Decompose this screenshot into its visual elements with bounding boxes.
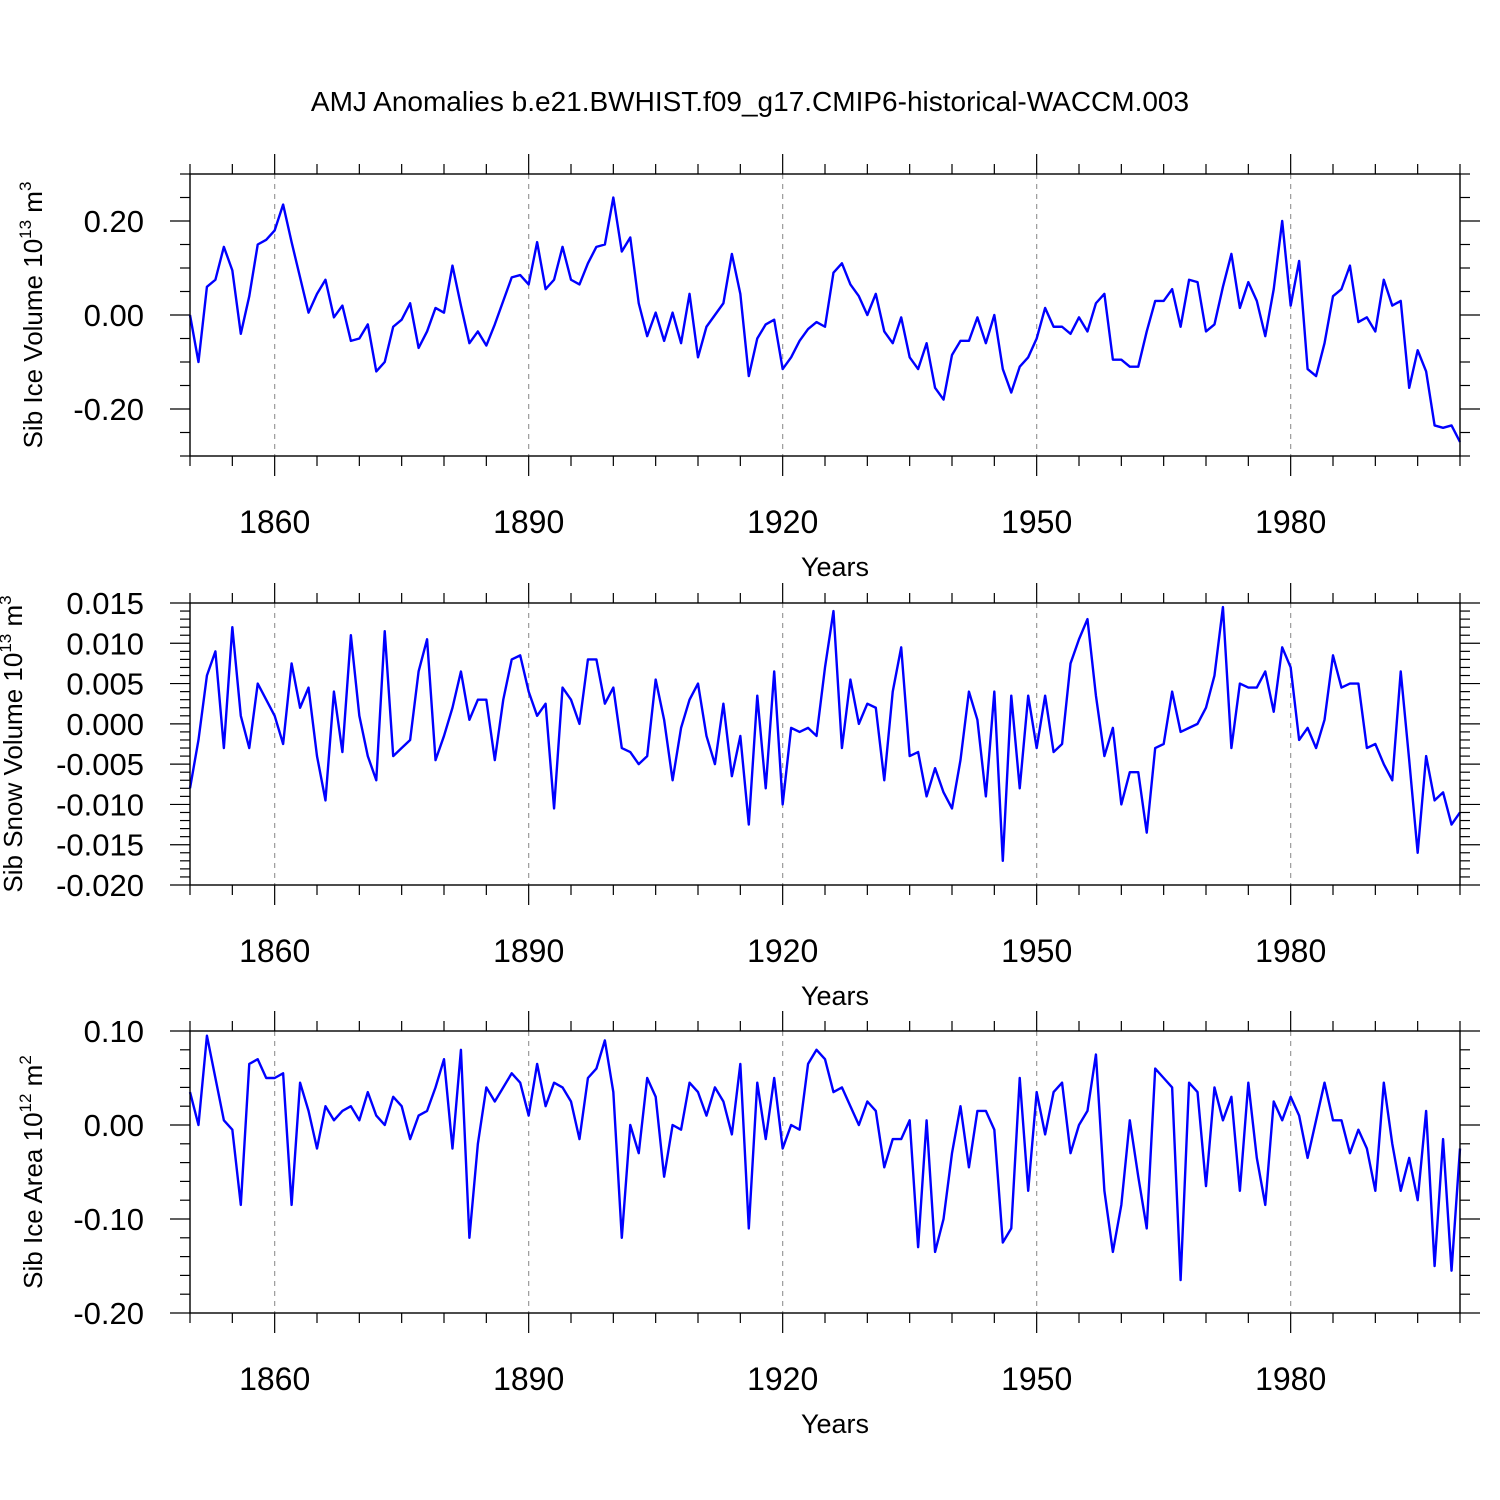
x-tick-label: 1860 [239, 1361, 310, 1397]
y-axis-label-unit: m [18, 191, 48, 220]
series-line [188, 196, 1462, 443]
x-axis-label: Years [801, 552, 869, 582]
y-tick-label: 0.005 [66, 667, 144, 702]
y-axis-label: Sib Ice Area 1012 m2 [16, 1055, 48, 1289]
y-tick-label: -0.015 [56, 828, 144, 863]
y-axis-label-unit: m [18, 1065, 48, 1094]
series-line [188, 1034, 1462, 1282]
y-axis-label-unit-exponent: 3 [16, 182, 35, 191]
y-axis-label-unit: m [0, 605, 28, 634]
plot-frame [189, 1030, 1461, 1314]
y-tick-label: 0.00 [84, 1108, 144, 1143]
y-tick-label: 0.015 [66, 586, 144, 621]
x-axis-label: Years [801, 981, 869, 1011]
x-tick-label: 1860 [239, 504, 310, 540]
figure-title: AMJ Anomalies b.e21.BWHIST.f09_g17.CMIP6… [311, 86, 1189, 117]
y-tick-label: -0.010 [56, 787, 144, 822]
x-tick-label: 1890 [493, 933, 564, 969]
x-tick-label: 1920 [747, 933, 818, 969]
y-axis-label-text: Sib Ice Volume 10 [18, 239, 48, 449]
y-tick-label: -0.20 [73, 1296, 144, 1331]
y-axis-label-exponent: 12 [16, 1094, 35, 1113]
y-tick-label: -0.20 [73, 392, 144, 427]
x-tick-label: 1950 [1001, 1361, 1072, 1397]
y-axis-label: Sib Ice Volume 1013 m3 [16, 182, 48, 449]
plot-frame [189, 173, 1461, 457]
y-tick-label: -0.10 [73, 1202, 144, 1237]
series-line [188, 605, 1461, 863]
y-axis-label-unit-exponent: 3 [0, 595, 15, 604]
y-axis-label-text: Sib Ice Area 10 [18, 1112, 48, 1288]
x-tick-label: 1980 [1255, 504, 1326, 540]
y-axis-label-unit-exponent: 2 [16, 1055, 35, 1064]
x-tick-label: 1950 [1001, 933, 1072, 969]
y-tick-label: 0.010 [66, 626, 144, 661]
plot-frame [189, 602, 1461, 886]
y-tick-label: 0.20 [84, 204, 144, 239]
y-tick-label: -0.020 [56, 868, 144, 903]
x-tick-label: 1860 [239, 933, 310, 969]
x-tick-label: 1890 [493, 504, 564, 540]
x-tick-label: 1920 [747, 504, 818, 540]
y-axis-label: Sib Snow Volume 1013 m3 [0, 595, 28, 892]
x-tick-label: 1920 [747, 1361, 818, 1397]
x-tick-label: 1980 [1255, 933, 1326, 969]
chart-panel-2: 1860 1890 1920 1950 1980 -0.020 -0.015 -0.010 -0… [0, 583, 1480, 1011]
y-tick-label: 0.000 [66, 707, 144, 742]
y-tick-label: 0.10 [84, 1014, 144, 1049]
y-axis-label-text: Sib Snow Volume 10 [0, 653, 28, 893]
y-tick-label: 0.00 [84, 298, 144, 333]
x-tick-label: 1890 [493, 1361, 564, 1397]
x-tick-label: 1950 [1001, 504, 1072, 540]
chart-panel-3: 1860 1890 1920 1950 1980 -0.20 -0.10 0.00 0.10 Ye… [16, 1011, 1480, 1439]
chart-panel-1: 1860 1890 1920 1950 1980 -0.20 0.00 0.20 Years Si… [16, 154, 1480, 582]
x-axis-label: Years [801, 1409, 869, 1439]
x-tick-label: 1980 [1255, 1361, 1326, 1397]
y-tick-label: -0.005 [56, 747, 144, 782]
y-axis-label-exponent: 13 [16, 220, 35, 239]
y-axis-label-exponent: 13 [0, 634, 15, 653]
